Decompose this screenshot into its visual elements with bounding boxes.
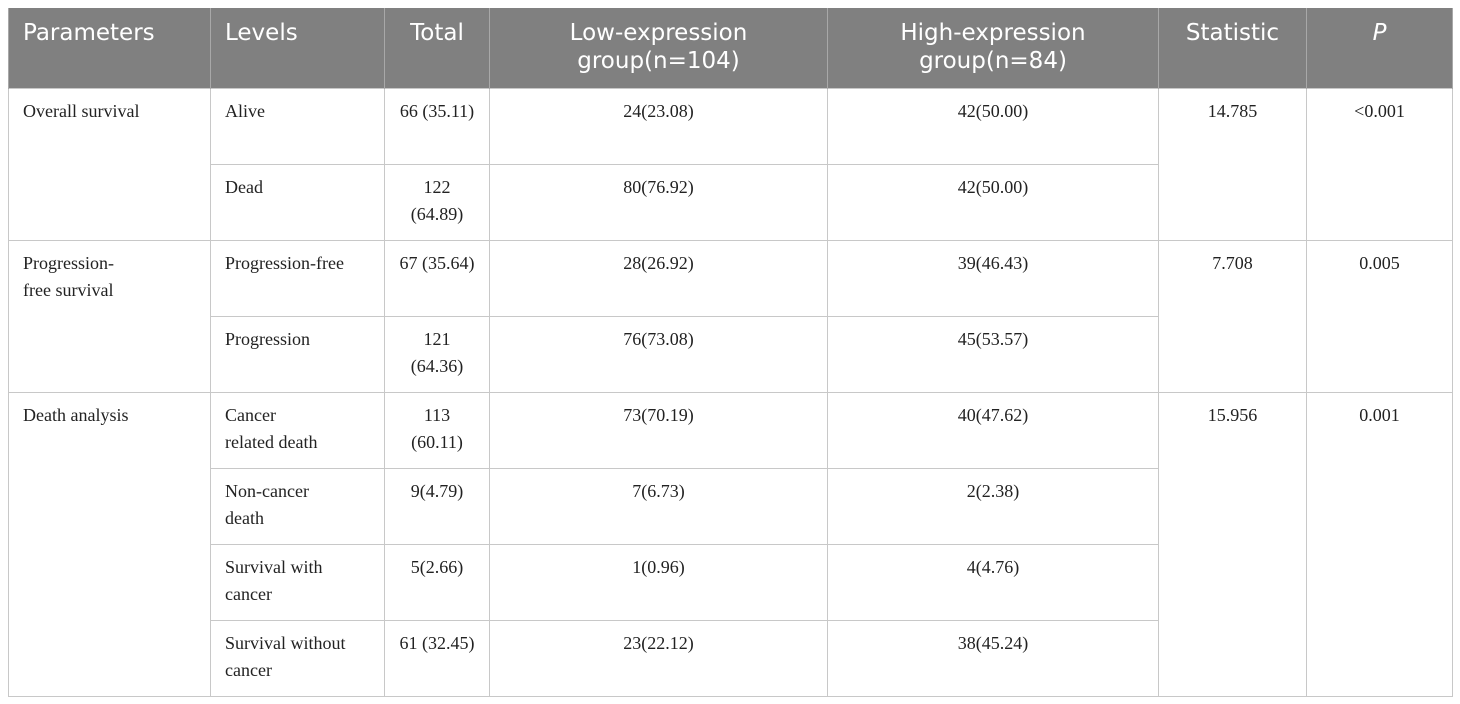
header-p: P xyxy=(1306,8,1453,88)
high-expression-cell: 42(50.00) xyxy=(827,87,1159,165)
table-row: Overall survival Alive 66 (35.11) 24(23.… xyxy=(8,87,1453,241)
table-row: Survival without cancer 61 (32.45) 23(22… xyxy=(9,619,1453,697)
total-cell: 5(2.66) xyxy=(384,543,490,621)
parameter-cell: Progression-free survival xyxy=(8,239,211,393)
header-total: Total xyxy=(384,8,490,88)
p-value-cell: 0.001 xyxy=(1306,391,1453,697)
high-expression-cell: 38(45.24) xyxy=(827,619,1159,697)
header-high-expression: High-expression group(n=84) xyxy=(827,8,1159,88)
table-row: Survival with cancer 5(2.66) 1(0.96) 4(4… xyxy=(9,543,1453,621)
p-value-cell: <0.001 xyxy=(1306,87,1453,241)
table-container: Parameters Levels Total Low-expression g… xyxy=(8,8,1453,697)
high-expression-cell: 42(50.00) xyxy=(827,163,1159,241)
high-expression-cell: 45(53.57) xyxy=(827,315,1159,393)
header-levels: Levels xyxy=(210,8,385,88)
level-cell: Survival without cancer xyxy=(210,619,385,697)
low-expression-cell: 73(70.19) xyxy=(489,391,828,469)
low-expression-cell: 24(23.08) xyxy=(489,87,828,165)
level-cell: Survival with cancer xyxy=(210,543,385,621)
high-expression-cell: 40(47.62) xyxy=(827,391,1159,469)
level-cell: Progression xyxy=(210,315,385,393)
table-row: Progression-free survival Progression-fr… xyxy=(8,239,1453,393)
high-expression-cell: 39(46.43) xyxy=(827,239,1159,317)
total-cell: 113 (60.11) xyxy=(384,391,490,469)
total-cell: 67 (35.64) xyxy=(384,239,490,317)
high-expression-cell: 2(2.38) xyxy=(827,467,1159,545)
level-cell: Non-cancer death xyxy=(210,467,385,545)
statistic-cell: 7.708 xyxy=(1158,239,1307,393)
p-value-cell: 0.005 xyxy=(1306,239,1453,393)
header-low-expression: Low-expression group(n=104) xyxy=(489,8,828,88)
data-table: Parameters Levels Total Low-expression g… xyxy=(8,8,1453,697)
low-expression-cell: 23(22.12) xyxy=(489,619,828,697)
low-expression-cell: 7(6.73) xyxy=(489,467,828,545)
low-expression-cell: 28(26.92) xyxy=(489,239,828,317)
total-cell: 121 (64.36) xyxy=(384,315,490,393)
level-cell: Alive xyxy=(210,87,385,165)
table-row: Progression 121 (64.36) 76(73.08) 45(53.… xyxy=(9,315,1453,393)
low-expression-cell: 76(73.08) xyxy=(489,315,828,393)
table-row: Death analysis Cancer related death 113 … xyxy=(8,391,1453,697)
high-expression-cell: 4(4.76) xyxy=(827,543,1159,621)
table-row: Dead 122 (64.89) 80(76.92) 42(50.00) xyxy=(9,163,1453,241)
level-cell: Progression-free xyxy=(210,239,385,317)
table-row: Non-cancer death 9(4.79) 7(6.73) 2(2.38) xyxy=(9,467,1453,545)
statistic-cell: 14.785 xyxy=(1158,87,1307,241)
low-expression-cell: 1(0.96) xyxy=(489,543,828,621)
total-cell: 66 (35.11) xyxy=(384,87,490,165)
parameter-cell: Death analysis xyxy=(8,391,211,697)
total-cell: 9(4.79) xyxy=(384,467,490,545)
header-row: Parameters Levels Total Low-expression g… xyxy=(8,8,1453,88)
parameter-cell: Overall survival xyxy=(8,87,211,241)
total-cell: 61 (32.45) xyxy=(384,619,490,697)
statistic-cell: 15.956 xyxy=(1158,391,1307,697)
level-cell: Dead xyxy=(210,163,385,241)
header-statistic: Statistic xyxy=(1158,8,1307,88)
level-cell: Cancer related death xyxy=(210,391,385,469)
header-parameters: Parameters xyxy=(8,8,211,88)
low-expression-cell: 80(76.92) xyxy=(489,163,828,241)
total-cell: 122 (64.89) xyxy=(384,163,490,241)
